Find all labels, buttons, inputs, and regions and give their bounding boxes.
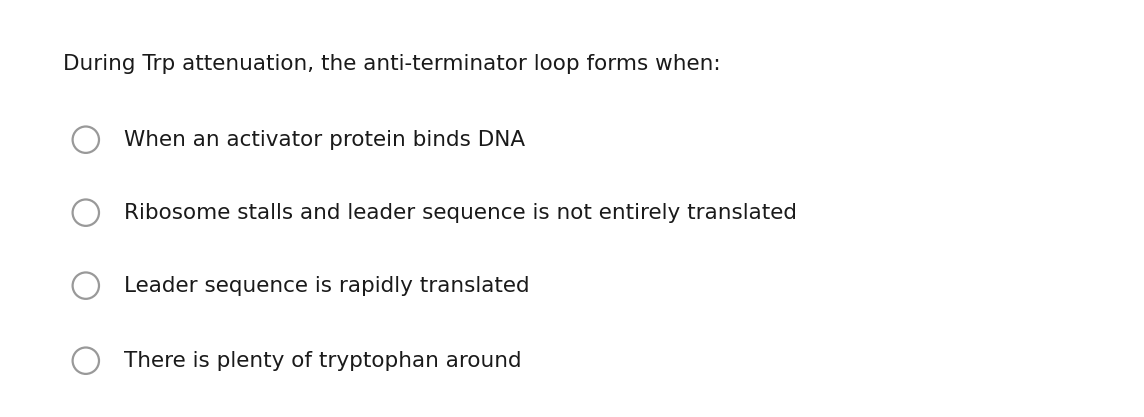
- Text: Leader sequence is rapidly translated: Leader sequence is rapidly translated: [124, 276, 530, 296]
- Text: Ribosome stalls and leader sequence is not entirely translated: Ribosome stalls and leader sequence is n…: [124, 203, 796, 223]
- Text: There is plenty of tryptophan around: There is plenty of tryptophan around: [124, 351, 522, 371]
- Text: When an activator protein binds DNA: When an activator protein binds DNA: [124, 130, 525, 150]
- Text: During Trp attenuation, the anti-terminator loop forms when:: During Trp attenuation, the anti-termina…: [63, 54, 721, 74]
